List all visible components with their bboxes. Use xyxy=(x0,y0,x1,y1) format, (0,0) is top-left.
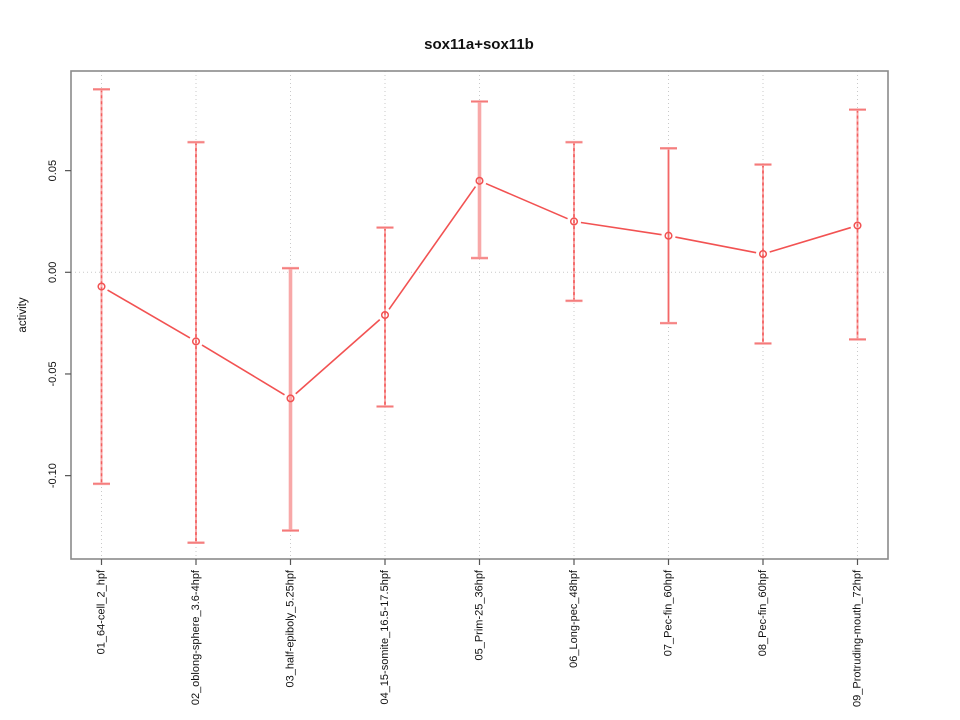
series-segment xyxy=(769,226,852,253)
y-tick-labels: 0.05 0.00 -0.05 -0.10 xyxy=(47,160,59,488)
axis-ticks xyxy=(65,170,859,565)
x-tick-label: 02_oblong-sphere_3.6-4hpf xyxy=(190,569,202,705)
x-tick-labels: 01_64-cell_2_hpf 02_oblong-sphere_3.6-4hp… xyxy=(96,569,864,707)
error-bar xyxy=(471,100,488,260)
error-bar xyxy=(282,266,299,532)
series-segment xyxy=(295,319,381,395)
chart-title: sox11a+sox11b xyxy=(424,36,534,53)
error-bar xyxy=(187,140,205,545)
x-tick-label: 07_Pec-fin_60hpf xyxy=(663,569,675,656)
series-segment xyxy=(675,236,757,254)
error-bars xyxy=(93,88,866,545)
y-tick-label: 0.05 xyxy=(47,160,59,181)
data-point xyxy=(569,217,579,226)
data-point xyxy=(475,176,484,185)
y-tick-label: -0.10 xyxy=(47,463,59,488)
error-bar xyxy=(376,226,394,408)
data-point xyxy=(758,249,768,259)
error-bar xyxy=(93,88,110,486)
data-point xyxy=(380,310,390,320)
x-tick-label: 04_15-somite_16.5-17.5hpf xyxy=(379,569,391,704)
y-axis-label: activity xyxy=(17,297,29,332)
data-point xyxy=(191,337,201,346)
error-bar xyxy=(754,163,772,345)
data-point xyxy=(853,221,862,230)
data-points xyxy=(97,176,862,403)
y-tick-label: 0.00 xyxy=(47,262,59,283)
x-tick-label: 05_Prim-25_36hpf xyxy=(474,569,486,660)
x-tick-label: 09_Protruding-mouth_72hpf xyxy=(852,569,864,707)
error-bar xyxy=(849,108,866,341)
x-tick-label: 06_Long-pec_48hpf xyxy=(568,569,580,668)
series-segment xyxy=(107,289,191,339)
series-segment xyxy=(485,182,568,220)
series-segment xyxy=(388,186,477,310)
x-tick-label: 08_Pec-fin_60hpf xyxy=(757,569,769,656)
x-tick-label: 03_half-epiboly_5.25hpf xyxy=(285,569,297,687)
data-point xyxy=(97,282,106,291)
data-point xyxy=(286,394,295,403)
error-bar xyxy=(565,140,583,303)
y-tick-label: -0.05 xyxy=(47,361,59,386)
x-tick-label: 01_64-cell_2_hpf xyxy=(96,569,108,654)
series-segment xyxy=(201,344,285,396)
series-line xyxy=(107,182,852,396)
data-point xyxy=(664,231,673,240)
series-segment xyxy=(580,221,662,236)
error-bar xyxy=(660,146,677,325)
